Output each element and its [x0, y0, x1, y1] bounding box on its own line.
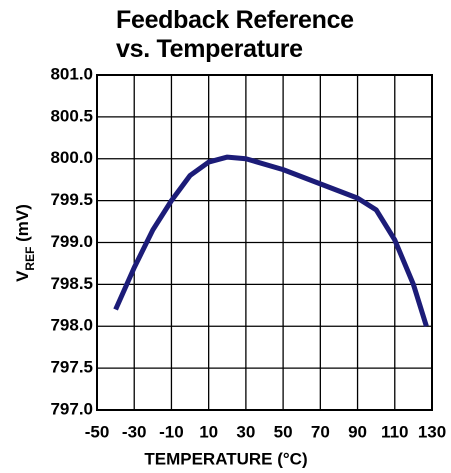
y-tick-label: 799.5	[50, 190, 93, 209]
x-tick-label: 70	[311, 422, 330, 441]
x-tick-label: 50	[274, 422, 293, 441]
x-tick-label: -50	[85, 422, 110, 441]
x-tick-label: 90	[348, 422, 367, 441]
y-tick-label: 797.5	[50, 358, 93, 377]
y-axis-label-part: (mV)	[13, 204, 32, 247]
y-axis-label-part: V	[13, 270, 32, 282]
x-tick-label: -10	[159, 422, 184, 441]
x-axis-label: TEMPERATURE (°C)	[144, 449, 307, 468]
y-tick-label: 800.0	[50, 148, 93, 167]
y-tick-label: 797.0	[50, 399, 93, 418]
y-axis-label: VREF (mV)	[13, 204, 37, 282]
plot-frame	[96, 74, 433, 411]
x-tick-label: 30	[236, 422, 255, 441]
data-line	[113, 154, 429, 327]
chart-title: Feedback Reference vs. Temperature	[116, 6, 354, 63]
y-tick-label: 801.0	[50, 64, 93, 83]
x-tick-label: 110	[381, 422, 408, 441]
y-tick-label: 800.5	[50, 106, 93, 125]
x-tick-label: -30	[122, 422, 147, 441]
x-tick-label: 10	[199, 422, 218, 441]
x-tick-label: 130	[418, 422, 446, 441]
y-tick-label: 798.5	[50, 274, 93, 293]
y-axis-label-part: REF	[23, 247, 37, 271]
y-tick-label: 798.0	[50, 316, 93, 335]
y-tick-label: 799.0	[50, 232, 93, 251]
